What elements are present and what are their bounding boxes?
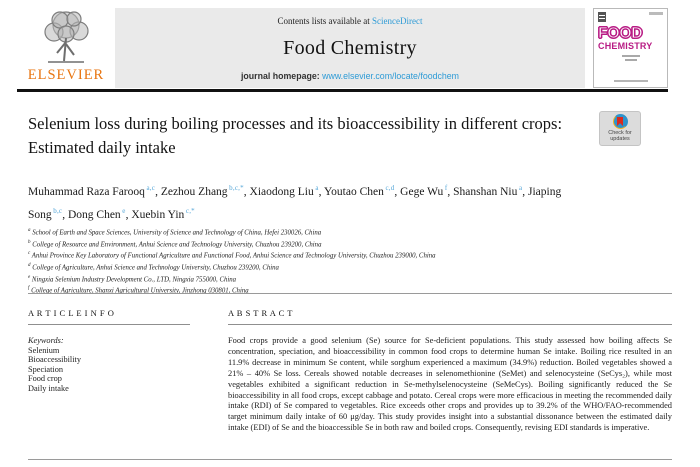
- elsevier-tree-icon: [17, 8, 115, 66]
- author-affiliation-superscript: b,c: [51, 206, 63, 215]
- keywords-label: Keywords:: [28, 336, 64, 345]
- contents-line: Contents lists available at ScienceDirec…: [278, 16, 423, 26]
- keyword-item: Food crop: [28, 374, 62, 384]
- keywords-list: Selenium Bioaccessibility Speciation Food c…: [28, 346, 195, 394]
- cover-emblem-icon: [598, 12, 606, 22]
- elsevier-wordmark: ELSEVIER: [27, 67, 105, 83]
- contents-prefix: Contents lists available at: [277, 16, 372, 26]
- sciencedirect-link[interactable]: ScienceDirect: [372, 16, 423, 26]
- affiliation-line: c Anhui Province Key Laboratory of Funct…: [28, 251, 436, 260]
- article-info-rule: [28, 324, 190, 325]
- abstract-heading: A B S T R A C T: [228, 308, 293, 318]
- affiliation-line: d College of Agriculture, Anhui Science …: [28, 263, 279, 272]
- article-title: Selenium loss during boiling processes a…: [28, 114, 563, 157]
- author-affiliation-superscript: c,d: [383, 184, 395, 192]
- affiliation-line: e Ningxia Selenium Industry Development …: [28, 274, 237, 283]
- cover-title-chemistry: CHEMISTRY: [598, 41, 653, 51]
- author-name: Gege Wu: [400, 185, 444, 198]
- abstract-column: A B S T R A C T Food crops provide a goo…: [228, 308, 672, 434]
- affiliations-list: a School of Earth and Space Sciences, Un…: [28, 226, 672, 296]
- elsevier-logo[interactable]: ELSEVIER: [17, 8, 115, 88]
- journal-header-box: Contents lists available at ScienceDirec…: [115, 8, 585, 88]
- author-name: Jiaping Song: [28, 185, 562, 221]
- affiliation-line: a School of Earth and Space Sciences, Un…: [28, 228, 322, 237]
- crossmark-icon: [612, 114, 628, 129]
- author-affiliation-superscript: a: [313, 184, 319, 192]
- journal-homepage-link[interactable]: www.elsevier.com/locate/foodchem: [322, 71, 460, 81]
- author-affiliation-superscript: a: [517, 184, 523, 192]
- keyword-item: Bioaccessibility: [28, 355, 81, 365]
- cover-footer-text: [613, 80, 648, 82]
- homepage-prefix: journal homepage:: [240, 71, 323, 81]
- author-name: Xuebin Yin: [131, 208, 185, 221]
- check-for-updates-badge[interactable]: Check for updates: [599, 111, 641, 146]
- badge-label: Check for updates: [608, 130, 632, 142]
- cover-issue-text: [649, 12, 663, 15]
- keyword-item: Speciation: [28, 364, 64, 374]
- keyword-item: Daily intake: [28, 383, 69, 393]
- author-affiliation-superscript: e: [120, 206, 126, 215]
- article-info-heading: A R T I C L E I N F O: [28, 308, 115, 318]
- cover-title-food: FOOD: [597, 25, 643, 42]
- abstract-text: Food crops provide a good selenium (Se) …: [228, 336, 672, 433]
- cover-editor-text: [598, 55, 663, 61]
- authors-line: Muhammad Raza Farooq a,c, Zezhou Zhang b…: [28, 184, 562, 221]
- author-name: Shanshan Niu: [453, 185, 518, 198]
- homepage-line: journal homepage: www.elsevier.com/locat…: [241, 71, 459, 81]
- article-info-column: A R T I C L E I N F O Keywords: Selenium…: [28, 308, 195, 394]
- section-divider-rule: [28, 293, 672, 294]
- author-affiliation-superscript: b,c,*: [227, 184, 244, 192]
- author-name: Muhammad Raza Farooq: [28, 185, 145, 198]
- journal-cover-thumbnail[interactable]: FOOD CHEMISTRY: [593, 8, 668, 88]
- affiliation-line: b College of Resource and Environment, A…: [28, 239, 322, 248]
- journal-title: Food Chemistry: [283, 37, 417, 59]
- author-affiliation-superscript: c,*: [184, 206, 195, 215]
- header-divider-rule: [17, 89, 668, 92]
- author-name: Dong Chen: [67, 208, 121, 221]
- author-name: Youtao Chen: [323, 185, 384, 198]
- keyword-item: Selenium: [28, 345, 60, 355]
- abstract-rule: [228, 324, 672, 325]
- page-bottom-rule: [28, 459, 672, 460]
- author-name: Xiaodong Liu: [249, 185, 314, 198]
- author-name: Zezhou Zhang: [160, 185, 228, 198]
- author-affiliation-superscript: a,c: [144, 184, 156, 192]
- affiliation-line: f College of Agriculture, Shanxi Agricul…: [28, 286, 249, 295]
- author-affiliation-superscript: f: [443, 184, 448, 192]
